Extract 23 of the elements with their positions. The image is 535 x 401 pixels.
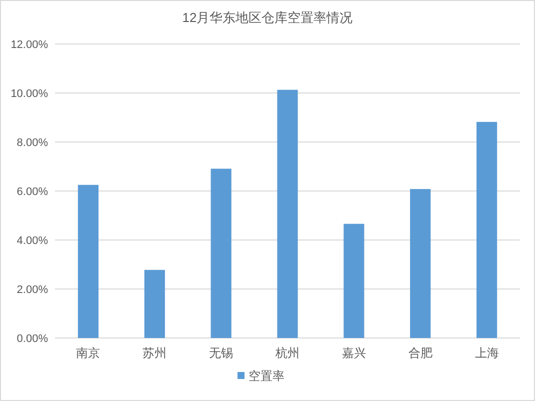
y-tick-label: 4.00% xyxy=(16,235,48,247)
bar xyxy=(277,90,298,338)
x-tick-label: 嘉兴 xyxy=(342,346,366,360)
x-tick-label: 上海 xyxy=(474,346,499,360)
y-tick-label: 2.00% xyxy=(16,284,48,296)
bar xyxy=(144,270,165,338)
y-tick-label: 12.00% xyxy=(10,39,48,51)
chart-title: 12月华东地区仓库空置率情况 xyxy=(182,10,353,25)
x-tick-label: 杭州 xyxy=(274,346,300,360)
bar xyxy=(210,168,232,338)
bar xyxy=(344,224,364,338)
bar xyxy=(78,184,99,338)
y-tick-label: 10.00% xyxy=(10,88,48,100)
y-tick-label: 6.00% xyxy=(16,186,48,198)
x-tick-label: 无锡 xyxy=(209,346,234,360)
y-tick-label: 0.00% xyxy=(16,333,48,345)
x-tick-label: 南京 xyxy=(76,346,100,360)
x-tick-label: 合肥 xyxy=(408,346,432,360)
y-tick-label: 8.00% xyxy=(16,137,48,149)
bar xyxy=(476,122,498,338)
legend-label: 空置率 xyxy=(248,369,284,383)
bar xyxy=(410,189,431,338)
x-tick-label: 苏州 xyxy=(142,346,167,360)
